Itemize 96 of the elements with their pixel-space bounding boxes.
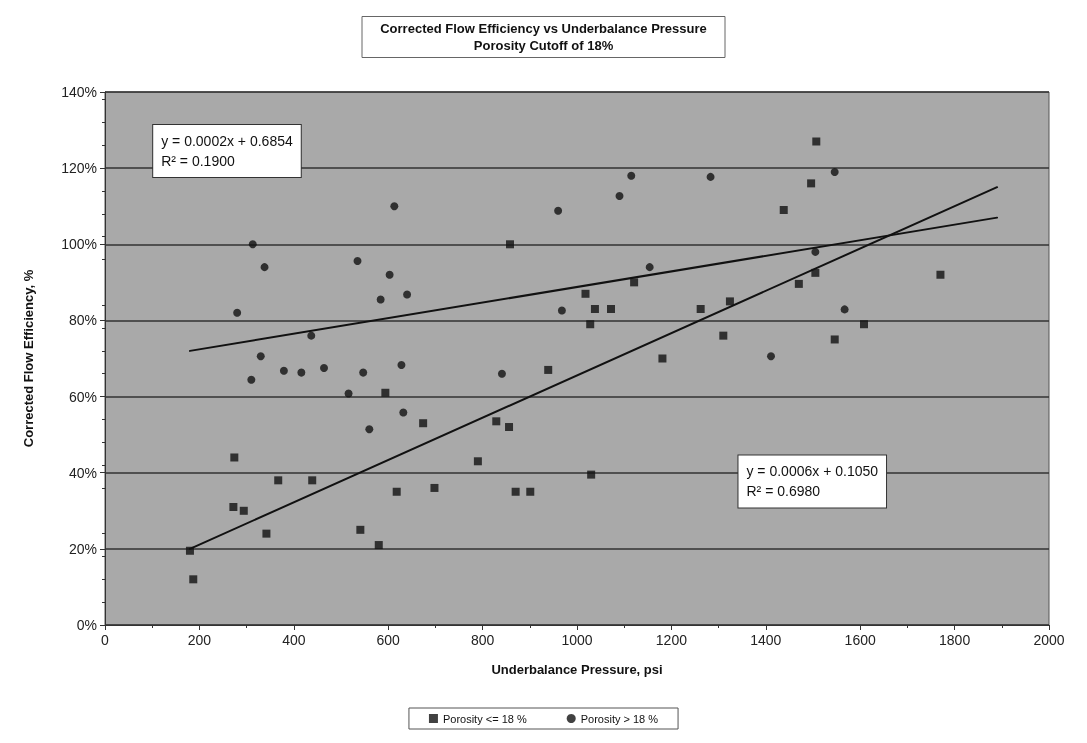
point	[526, 487, 535, 496]
point	[403, 290, 412, 299]
y-tick-label: 40%	[68, 464, 97, 481]
point	[630, 278, 639, 287]
point	[812, 137, 821, 146]
point	[645, 263, 654, 272]
point	[248, 240, 257, 249]
point	[497, 369, 506, 378]
point	[779, 206, 788, 215]
point	[279, 366, 288, 375]
annotation: y = 0.0002x + 0.6854 R² = 0.1900	[161, 132, 293, 169]
point	[307, 331, 316, 340]
point	[492, 417, 501, 426]
point	[419, 419, 428, 428]
point	[247, 375, 256, 384]
point	[859, 320, 868, 329]
y-tick-label: 120%	[61, 160, 97, 177]
legend-label: Porosity <= 18 %	[442, 712, 527, 725]
y-tick-label: 80%	[68, 312, 97, 329]
point	[189, 575, 198, 584]
point	[308, 476, 317, 485]
x-tick-label: 1200	[655, 632, 688, 648]
x-tick-label: 200	[187, 632, 212, 648]
point	[185, 546, 194, 555]
chart-subtitle: Porosity Cutoff of 18%	[473, 38, 614, 53]
point	[615, 191, 624, 200]
point	[658, 354, 667, 363]
point	[397, 360, 406, 369]
point	[505, 240, 514, 249]
point	[696, 305, 705, 314]
point	[586, 320, 595, 329]
point	[320, 364, 329, 373]
point	[807, 179, 816, 188]
point	[767, 352, 775, 361]
x-tick-label: 600	[376, 632, 401, 648]
point	[811, 247, 820, 256]
point	[473, 457, 482, 466]
legend-label: Porosity > 18 %	[580, 712, 659, 725]
point	[385, 270, 394, 279]
y-tick-label: 100%	[61, 236, 97, 253]
point	[511, 487, 520, 496]
annotation: y = 0.0006x + 0.1050 R² = 0.6980	[746, 463, 879, 500]
point	[230, 453, 239, 462]
point	[840, 305, 849, 314]
point	[390, 202, 399, 211]
point	[399, 408, 408, 417]
x-tick-label: 0	[101, 632, 110, 648]
point	[297, 368, 306, 377]
point	[706, 172, 715, 181]
point	[353, 257, 362, 266]
point	[359, 368, 368, 377]
point	[627, 171, 636, 180]
point	[365, 425, 374, 434]
point	[606, 305, 615, 314]
point	[830, 335, 839, 344]
point	[587, 470, 596, 479]
point	[811, 268, 820, 277]
point	[229, 502, 238, 511]
point	[356, 525, 365, 534]
y-tick-label: 60%	[68, 388, 97, 405]
point	[590, 305, 599, 314]
point	[554, 206, 563, 215]
point	[544, 365, 553, 374]
x-tick-label: 800	[470, 632, 495, 648]
point	[374, 541, 383, 550]
y-axis-title: Corrected Flow Efficiency, %	[21, 269, 36, 448]
point	[794, 279, 803, 288]
point	[381, 388, 390, 397]
point	[392, 487, 401, 496]
point	[256, 352, 265, 361]
y-tick-label: 140%	[61, 84, 97, 100]
point	[505, 423, 514, 432]
point	[239, 506, 248, 515]
y-tick-label: 0%	[76, 617, 97, 633]
point	[262, 529, 271, 538]
point	[344, 389, 353, 398]
point	[274, 476, 283, 485]
point	[260, 263, 269, 272]
point	[936, 270, 945, 279]
point	[830, 167, 839, 176]
y-tick-label: 20%	[68, 540, 97, 557]
point	[430, 483, 439, 492]
point	[557, 306, 566, 315]
x-tick-label: 2000	[1033, 632, 1065, 648]
x-tick-label: 1600	[844, 632, 876, 648]
point	[233, 308, 242, 317]
point	[376, 295, 385, 304]
x-axis-title: Underbalance Pressure, psi	[491, 662, 663, 677]
x-tick-label: 1800	[939, 632, 971, 648]
x-tick-label: 1000	[561, 632, 593, 648]
point	[725, 297, 734, 306]
chart-title: Corrected Flow Efficiency vs Underbalance Pressure	[380, 21, 707, 36]
x-tick-label: 400	[282, 632, 306, 648]
x-tick-label: 1400	[750, 632, 782, 648]
point	[581, 289, 590, 298]
point	[719, 331, 728, 340]
